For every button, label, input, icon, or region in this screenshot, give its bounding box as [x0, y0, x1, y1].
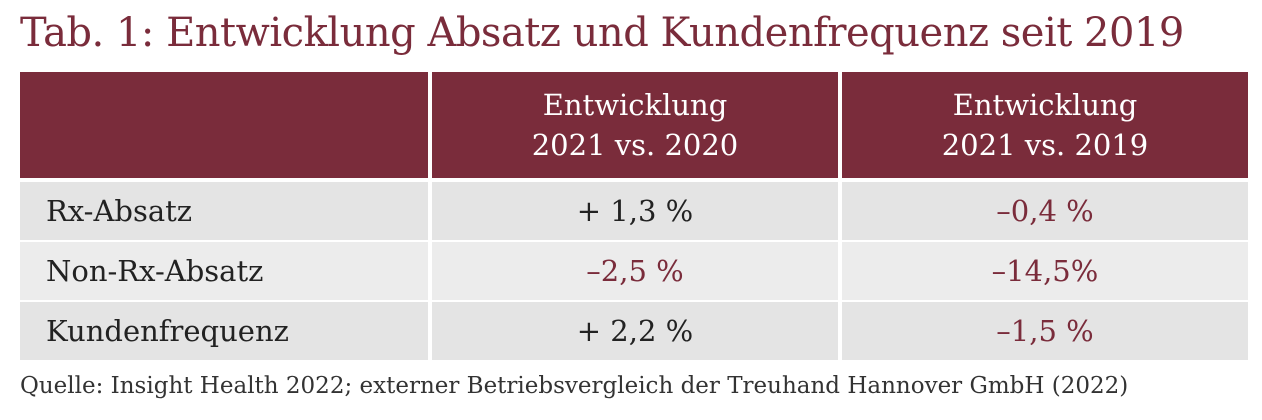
cell-2021-vs-2020: + 1,3 %	[432, 182, 838, 240]
header-cell-2021-vs-2020: Entwicklung 2021 vs. 2020	[432, 72, 838, 178]
source-note: Quelle: Insight Health 2022; externer Be…	[20, 373, 1129, 399]
cell-2021-vs-2020: + 2,2 %	[432, 302, 838, 360]
table-row: Rx-Absatz + 1,3 % –0,4 %	[20, 182, 1248, 240]
cell-2021-vs-2020: –2,5 %	[432, 242, 838, 300]
header-cell-empty	[20, 72, 428, 178]
table-row: Non-Rx-Absatz –2,5 % –14,5%	[20, 242, 1248, 300]
header-line1: Entwicklung	[952, 88, 1138, 122]
cell-2021-vs-2019: –0,4 %	[842, 182, 1248, 240]
row-label: Kundenfrequenz	[20, 302, 428, 360]
row-label: Rx-Absatz	[20, 182, 428, 240]
header-line1: Entwicklung	[542, 88, 728, 122]
table-title: Tab. 1: Entwicklung Absatz und Kundenfre…	[20, 10, 1184, 56]
row-label: Non-Rx-Absatz	[20, 242, 428, 300]
cell-2021-vs-2019: –1,5 %	[842, 302, 1248, 360]
table-row: Kundenfrequenz + 2,2 % –1,5 %	[20, 302, 1248, 360]
header-line2: 2021 vs. 2019	[941, 128, 1149, 162]
table-header-row: Entwicklung 2021 vs. 2020 Entwicklung 20…	[20, 72, 1248, 178]
header-line2: 2021 vs. 2020	[531, 128, 739, 162]
header-cell-2021-vs-2019: Entwicklung 2021 vs. 2019	[842, 72, 1248, 178]
cell-2021-vs-2019: –14,5%	[842, 242, 1248, 300]
data-table: Entwicklung 2021 vs. 2020 Entwicklung 20…	[20, 72, 1248, 360]
